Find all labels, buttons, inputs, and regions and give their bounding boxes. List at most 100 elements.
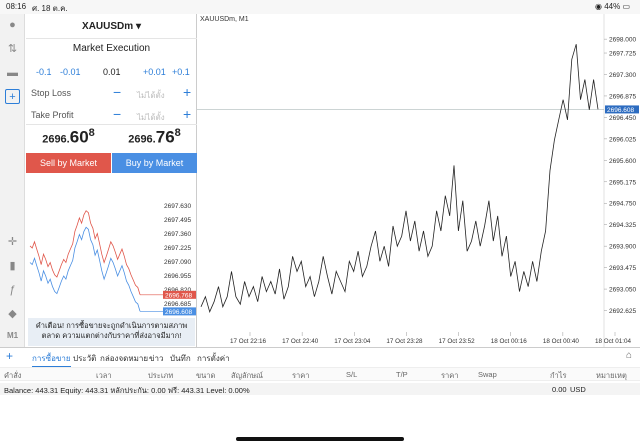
volume-increase-0.1[interactable]: +0.1 xyxy=(172,67,190,77)
y-tick-label: 2695.600 xyxy=(609,158,636,165)
layout-icon[interactable]: ⌂ xyxy=(625,350,632,361)
col-comment: หมายเหตุ xyxy=(596,371,627,380)
col-swap: Swap xyxy=(478,370,497,379)
crosshair-icon[interactable]: ✛ xyxy=(7,236,18,248)
bid-price: 2696.608 xyxy=(26,127,111,163)
mini-y-tick-label: 2697.360 xyxy=(164,231,191,238)
col-size: ขนาด xyxy=(196,371,216,380)
symbol-selector[interactable]: XAUUSDm ▾ xyxy=(26,14,197,39)
col-tp: T/P xyxy=(396,370,408,379)
y-tick-label: 2697.725 xyxy=(609,51,636,58)
y-tick-label: 2693.475 xyxy=(609,265,636,272)
take-profit-plus-button[interactable]: + xyxy=(183,106,192,122)
bid-price-tag xyxy=(163,307,196,316)
y-tick-label: 2695.175 xyxy=(609,179,636,186)
y-tick-label: 2698.000 xyxy=(609,37,636,44)
balance-line: Balance: 443.31 Equity: 443.31 หลักประกั… xyxy=(0,383,640,395)
price-line xyxy=(200,44,599,313)
y-tick-label: 2692.625 xyxy=(609,308,636,315)
x-tick-label: 18 Oct 00:40 xyxy=(543,338,580,345)
battery-indicator: ◉ 44% ▭ xyxy=(595,2,630,11)
price-chart-svg: 2698.000 2697.725 2697.300 2696.875 2696.450… xyxy=(197,14,639,347)
mini-y-tick-label: 2697.090 xyxy=(164,259,191,266)
objects-icon[interactable]: ◆ xyxy=(8,308,17,320)
battery-level: 44% xyxy=(604,2,621,11)
mini-tick-chart: 2697.630 2697.495 2697.360 2697.225 2697.090… xyxy=(29,203,196,316)
y-tick-label: 2696.875 xyxy=(609,93,636,100)
order-panel: XAUUSDm ▾ Market Execution -0.1 -0.01 0.… xyxy=(26,14,197,347)
x-tick-label: 18 Oct 01:04 xyxy=(595,338,632,345)
col-symbol: สัญลักษณ์ xyxy=(231,371,264,380)
take-profit-label: Take Profit xyxy=(31,110,74,120)
x-tick-label: 17 Oct 22:40 xyxy=(282,338,319,345)
x-tick-label: 18 Oct 00:16 xyxy=(491,338,528,345)
stop-loss-field[interactable]: ไม่ได้ตั้ง xyxy=(137,91,165,100)
ask-line xyxy=(29,210,141,295)
tab-history[interactable]: ประวัติ xyxy=(73,354,97,363)
y-tick-label: 2693.050 xyxy=(609,287,636,294)
bid-price-tag-label: 2696.608 xyxy=(165,309,192,316)
volume-decrease-0.01[interactable]: -0.01 xyxy=(60,67,81,77)
execution-type[interactable]: Market Execution xyxy=(72,43,151,54)
mini-y-tick-label: 2697.225 xyxy=(164,245,191,252)
stop-loss-minus-button[interactable]: − xyxy=(113,84,122,100)
x-tick-label: 17 Oct 23:52 xyxy=(439,338,476,345)
col-profit: กำไร xyxy=(550,371,567,380)
ask-price-tag-label: 2696.768 xyxy=(165,292,192,299)
mini-y-tick-label: 2696.685 xyxy=(164,301,191,308)
y-tick-label: 2694.325 xyxy=(609,222,636,229)
tab-news[interactable]: ข่าว xyxy=(149,354,164,363)
bid-line xyxy=(29,226,141,312)
trade-history-icon[interactable]: ⇅ xyxy=(7,43,18,55)
tab-settings[interactable]: การตั้งค่า xyxy=(197,354,230,363)
ask-price-sup: 8 xyxy=(174,127,181,139)
sell-button[interactable]: Sell by Market xyxy=(26,153,111,173)
chart-type-icon[interactable]: ▮ xyxy=(9,260,16,272)
battery-icon: ▭ xyxy=(622,2,630,11)
add-icon[interactable]: + xyxy=(6,349,14,363)
volume-increase-0.01[interactable]: +0.01 xyxy=(143,67,166,77)
main-chart[interactable]: XAUUSDm, M1 2698.000 2697.725 2697.300 2696… xyxy=(197,14,640,347)
indicator-icon[interactable]: ƒ xyxy=(9,283,16,296)
divider xyxy=(26,124,197,125)
wifi-icon: ◉ xyxy=(594,2,602,11)
account-icon[interactable]: ● xyxy=(9,18,16,31)
new-order-icon[interactable]: + xyxy=(5,89,20,104)
mini-y-tick-label: 2697.630 xyxy=(164,203,191,210)
stop-loss-plus-button[interactable]: + xyxy=(183,84,192,100)
x-tick-label: 17 Oct 23:28 xyxy=(386,338,423,345)
y-tick-label: 2696.450 xyxy=(609,115,636,122)
col-sl: S/L xyxy=(346,370,358,379)
balance-summary: Balance: 443.31 Equity: 443.31 หลักประกั… xyxy=(4,386,250,395)
y-tick-label: 2694.750 xyxy=(609,201,636,208)
take-profit-minus-button[interactable]: − xyxy=(113,106,122,122)
symbol-name: XAUUSDm xyxy=(82,21,134,32)
total-profit: 0.00 xyxy=(552,385,567,394)
mini-y-tick-label: 2696.820 xyxy=(164,287,191,294)
chat-icon[interactable]: ▬ xyxy=(7,66,18,79)
tab-journal[interactable]: บันทึก xyxy=(170,354,191,363)
tab-trade[interactable]: การซื้อขาย xyxy=(32,352,71,368)
warning-message: คำเตือน! การซื้อขายจะถูกดำเนินการตามสภาพ… xyxy=(28,318,195,346)
x-tick-label: 17 Oct 22:16 xyxy=(230,338,267,345)
ask-price-tag xyxy=(163,290,196,299)
buy-button[interactable]: Buy by Market xyxy=(112,153,197,173)
stop-loss-row: Stop Loss − ไม่ได้ตั้ง + xyxy=(31,84,191,100)
y-tick-label: 2696.025 xyxy=(609,136,636,143)
take-profit-field[interactable]: ไม่ได้ตั้ง xyxy=(137,113,165,122)
volume-decrease-0.1[interactable]: -0.1 xyxy=(36,67,52,77)
separator xyxy=(0,347,640,348)
ask-price-big: 76 xyxy=(155,127,175,147)
volume-value[interactable]: 0.01 xyxy=(103,67,121,77)
col-order: คำสั่ง xyxy=(4,371,22,380)
y-tick-label: 2697.300 xyxy=(609,72,636,79)
status-bar: 08:16 ศ. 18 ต.ค. ◉ 44% ▭ xyxy=(0,0,640,14)
mini-y-tick-label: 2697.495 xyxy=(164,217,191,224)
currency-label: USD xyxy=(570,385,586,394)
timeframe-button[interactable]: M1 xyxy=(6,331,19,340)
bid-price-sup: 8 xyxy=(88,127,95,139)
tab-mailbox[interactable]: กล่องจดหมาย xyxy=(100,354,149,363)
chevron-down-icon: ▾ xyxy=(135,21,141,32)
bid-price-big: 60 xyxy=(69,127,89,147)
ask-price-main: 2696. xyxy=(128,133,156,146)
